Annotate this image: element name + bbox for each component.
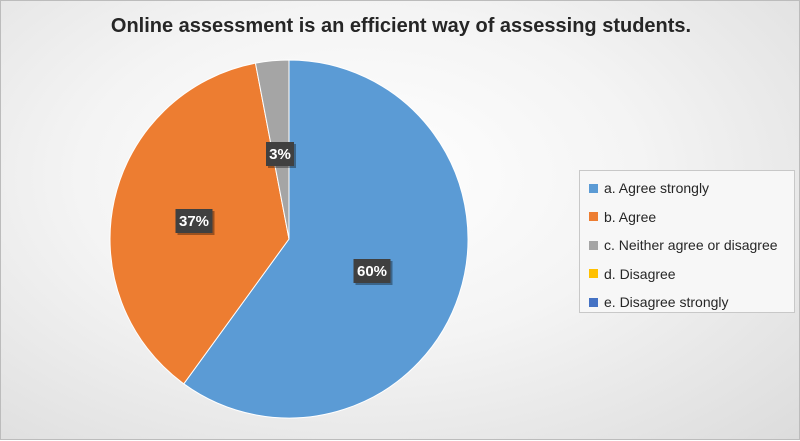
legend-item-neither: c. Neither agree or disagree: [589, 231, 794, 260]
legend-swatch-agree-strongly: [589, 183, 598, 193]
chart-legend: a. Agree strongly b. Agree c. Neither ag…: [579, 170, 795, 313]
legend-swatch-disagree: [589, 269, 598, 279]
legend-swatch-agree: [589, 212, 598, 222]
legend-item-disagree: d. Disagree: [589, 260, 794, 289]
data-label-agree: 37%: [175, 209, 215, 235]
legend-label-neither: c. Neither agree or disagree: [604, 237, 778, 254]
legend-label-agree: b. Agree: [604, 208, 657, 225]
legend-label-disagree: d. Disagree: [604, 265, 676, 282]
data-label-text: 60%: [357, 263, 387, 280]
legend-swatch-disagree-strongly: [589, 297, 598, 307]
legend-label-disagree-strongly: e. Disagree strongly: [604, 294, 729, 311]
data-label-neither-agree-or-disagree: 3%: [266, 142, 296, 168]
data-label-box: [175, 209, 213, 233]
data-label-box: [353, 259, 391, 283]
legend-label-agree-strongly: a. Agree strongly: [604, 180, 710, 197]
data-label-box: [266, 142, 294, 166]
data-label-text: 37%: [179, 213, 209, 230]
legend-item-disagree-strongly: e. Disagree strongly: [589, 288, 794, 317]
data-label-text: 3%: [269, 146, 291, 163]
legend-item-agree-strongly: a. Agree strongly: [589, 174, 794, 203]
legend-swatch-neither: [589, 240, 598, 250]
pie-slice-agree-strongly: [183, 59, 469, 419]
chart-title: Online assessment is an efficient way of…: [110, 15, 692, 37]
legend-item-agree: b. Agree: [589, 203, 794, 232]
data-label-agree-strongly: 60%: [353, 259, 393, 285]
